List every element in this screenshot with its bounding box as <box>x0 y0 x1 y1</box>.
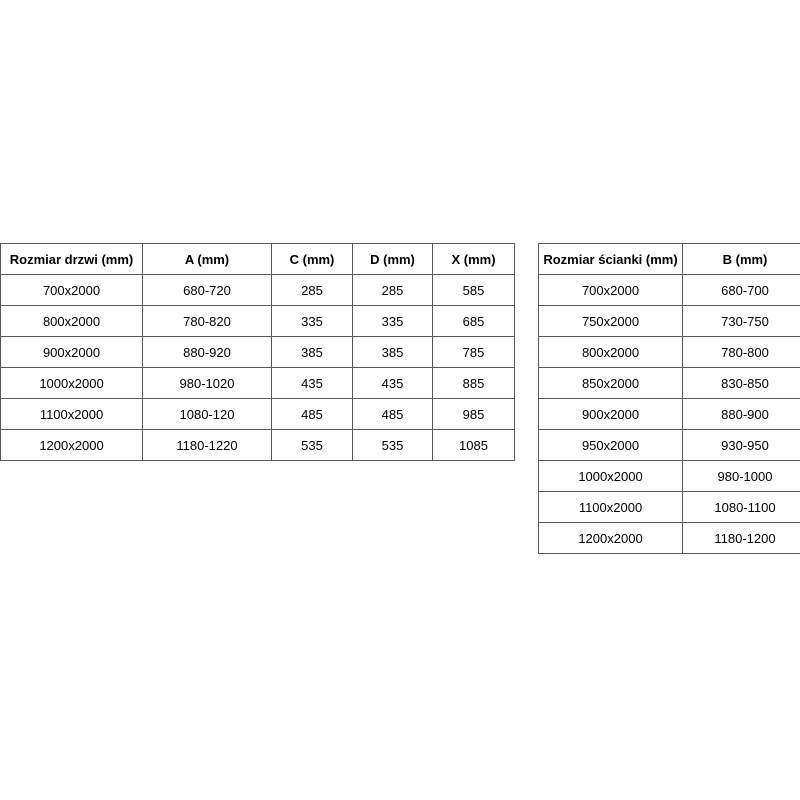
table-cell: 950x2000 <box>538 429 683 461</box>
header-row: Rozmiar drzwi (mm) A (mm) C (mm) D (mm) X (m… <box>0 243 515 275</box>
header-cell: B (mm) <box>682 243 800 275</box>
table-cell: 585 <box>432 274 515 306</box>
table-cell: 535 <box>271 429 353 461</box>
table-cell: 335 <box>271 305 353 337</box>
table-cell: 785 <box>432 336 515 368</box>
table-row: 800x2000 780-800 <box>538 336 800 368</box>
table-row: 700x2000 680-700 <box>538 274 800 306</box>
table-cell: 485 <box>271 398 353 430</box>
table-cell: 880-920 <box>142 336 272 368</box>
table-row: 1100x2000 1080-1100 <box>538 491 800 523</box>
table-row: 900x2000 880-900 <box>538 398 800 430</box>
table-cell: 900x2000 <box>538 398 683 430</box>
table-cell: 780-820 <box>142 305 272 337</box>
table-row: 950x2000 930-950 <box>538 429 800 461</box>
table-cell: 485 <box>352 398 433 430</box>
table-cell: 1180-1220 <box>142 429 272 461</box>
header-cell: C (mm) <box>271 243 353 275</box>
table-cell: 750x2000 <box>538 305 683 337</box>
table-cell: 885 <box>432 367 515 399</box>
table-row: 1200x2000 1180-1200 <box>538 522 800 554</box>
table-cell: 335 <box>352 305 433 337</box>
table-cell: 1100x2000 <box>538 491 683 523</box>
table-cell: 1080-1100 <box>682 491 800 523</box>
table-cell: 1000x2000 <box>538 460 683 492</box>
table-row: 900x2000 880-920 385 385 785 <box>0 336 515 368</box>
header-row: Rozmiar ścianki (mm) B (mm) <box>538 243 800 275</box>
table-cell: 980-1020 <box>142 367 272 399</box>
table-cell: 1180-1200 <box>682 522 800 554</box>
table-cell: 780-800 <box>682 336 800 368</box>
table-cell: 1080-120 <box>142 398 272 430</box>
table-cell: 1200x2000 <box>538 522 683 554</box>
table-cell: 730-750 <box>682 305 800 337</box>
table-cell: 1000x2000 <box>0 367 143 399</box>
header-cell: A (mm) <box>142 243 272 275</box>
table-cell: 680-720 <box>142 274 272 306</box>
table-row: 700x2000 680-720 285 285 585 <box>0 274 515 306</box>
table-cell: 800x2000 <box>538 336 683 368</box>
table-cell: 980-1000 <box>682 460 800 492</box>
table-cell: 800x2000 <box>0 305 143 337</box>
table-cell: 880-900 <box>682 398 800 430</box>
wall-sizes-table: Rozmiar ścianki (mm) B (mm) 700x2000 680-70… <box>538 243 800 554</box>
table-cell: 680-700 <box>682 274 800 306</box>
table-row: 1000x2000 980-1000 <box>538 460 800 492</box>
table-cell: 535 <box>352 429 433 461</box>
table-row: 1000x2000 980-1020 435 435 885 <box>0 367 515 399</box>
table-cell: 700x2000 <box>538 274 683 306</box>
table-cell: 930-950 <box>682 429 800 461</box>
table-row: 750x2000 730-750 <box>538 305 800 337</box>
table-cell: 830-850 <box>682 367 800 399</box>
header-cell: X (mm) <box>432 243 515 275</box>
table-row: 850x2000 830-850 <box>538 367 800 399</box>
table-cell: 435 <box>271 367 353 399</box>
table-cell: 285 <box>271 274 353 306</box>
table-cell: 385 <box>352 336 433 368</box>
table-cell: 700x2000 <box>0 274 143 306</box>
table-cell: 685 <box>432 305 515 337</box>
table-cell: 985 <box>432 398 515 430</box>
table-row: 800x2000 780-820 335 335 685 <box>0 305 515 337</box>
table-cell: 385 <box>271 336 353 368</box>
door-sizes-table: Rozmiar drzwi (mm) A (mm) C (mm) D (mm) X (m… <box>0 243 515 461</box>
header-cell: D (mm) <box>352 243 433 275</box>
table-row: 1200x2000 1180-1220 535 535 1085 <box>0 429 515 461</box>
table-cell: 1085 <box>432 429 515 461</box>
table-row: 1100x2000 1080-120 485 485 985 <box>0 398 515 430</box>
table-cell: 1200x2000 <box>0 429 143 461</box>
header-cell: Rozmiar drzwi (mm) <box>0 243 143 275</box>
table-cell: 1100x2000 <box>0 398 143 430</box>
table-cell: 850x2000 <box>538 367 683 399</box>
header-cell: Rozmiar ścianki (mm) <box>538 243 683 275</box>
table-cell: 285 <box>352 274 433 306</box>
table-cell: 900x2000 <box>0 336 143 368</box>
table-cell: 435 <box>352 367 433 399</box>
